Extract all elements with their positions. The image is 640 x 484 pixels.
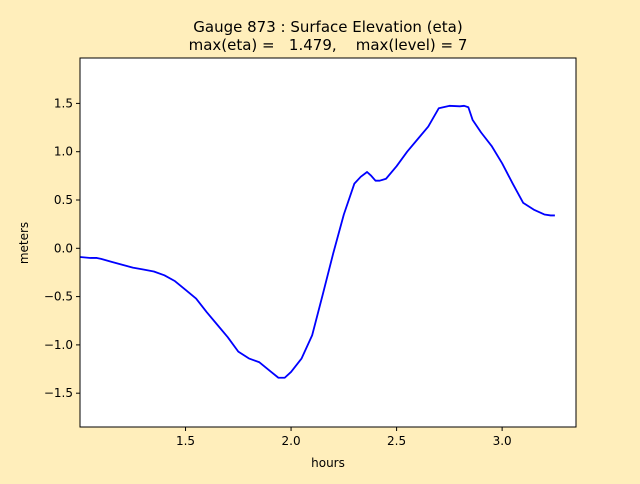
- series-layer: [79, 104, 555, 379]
- y-axis-ticks: −1.5 −1.0 −0.5 0.0 0.5 1.0 1.5: [44, 96, 80, 400]
- chart-subtitle: max(eta) = 1.479, max(level) = 7: [189, 36, 468, 54]
- x-tick-label: 2.0: [282, 434, 301, 448]
- x-tick-label: 2.5: [387, 434, 406, 448]
- x-axis-ticks: 1.5 2.0 2.5 3.0: [176, 427, 512, 448]
- x-axis-label: hours: [311, 456, 345, 470]
- y-tick-label: 0.0: [54, 241, 73, 255]
- y-tick-label: −1.0: [44, 338, 73, 352]
- y-axis-label: meters: [17, 222, 31, 264]
- plot-area: [80, 58, 576, 427]
- y-tick-label: −1.5: [44, 386, 73, 400]
- series-line-1: [79, 104, 555, 379]
- y-tick-label: −0.5: [44, 290, 73, 304]
- plot-frame: [79, 57, 577, 428]
- y-tick-label: 0.5: [54, 193, 73, 207]
- x-tick-label: 3.0: [493, 434, 512, 448]
- x-tick-label: 1.5: [176, 434, 195, 448]
- y-tick-label: 1.0: [54, 145, 73, 159]
- y-tick-label: 1.5: [54, 96, 73, 110]
- chart-title: Gauge 873 : Surface Elevation (eta): [193, 18, 462, 36]
